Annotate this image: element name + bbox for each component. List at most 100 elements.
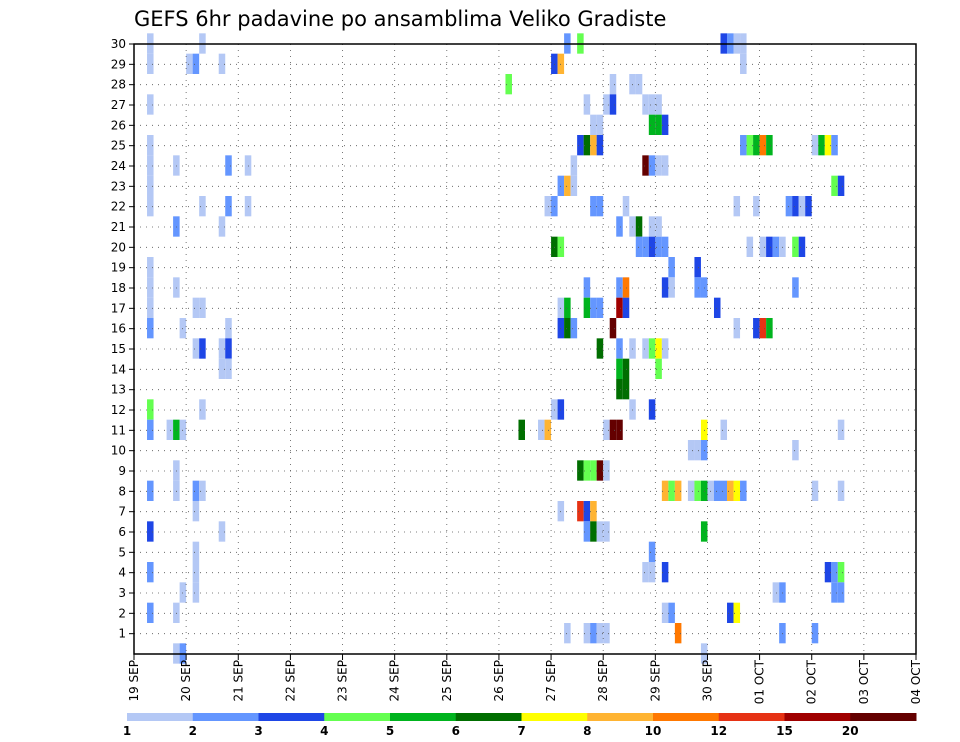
y-tick-label: 28: [111, 78, 126, 92]
heatmap-cell: [642, 155, 649, 176]
heatmap-cell: [661, 602, 669, 623]
heatmap-cell: [629, 338, 636, 359]
heatmap-cell: [192, 53, 200, 74]
heatmap-cell: [577, 135, 584, 156]
heatmap-cell: [720, 480, 728, 501]
colorbar-label: 12: [710, 724, 727, 738]
colorbar-swatch: [324, 713, 391, 721]
heatmap-cell: [642, 338, 649, 359]
heatmap-cell: [661, 155, 669, 176]
heatmap-cell: [766, 318, 773, 339]
x-tick-label: 27 SEP: [544, 660, 558, 702]
heatmap-cell: [179, 582, 187, 603]
heatmap-cell: [570, 155, 578, 176]
heatmap-cell: [766, 135, 773, 156]
heatmap-cell: [544, 419, 552, 440]
x-axis-ticks: 19 SEP 20 SEP 21 SEP 22 SEP 23 SEP 24 SEP 25 S…: [127, 654, 923, 704]
heatmap-cell: [583, 135, 591, 156]
heatmap-cell: [629, 399, 636, 420]
y-tick-label: 23: [111, 179, 126, 193]
heatmap-cell: [583, 501, 591, 522]
heatmap-cell: [700, 419, 708, 440]
heatmap-cell: [661, 236, 669, 257]
heatmap-cell: [824, 562, 832, 583]
x-tick-label: 28 SEP: [596, 660, 610, 702]
heatmap-cell: [648, 216, 656, 237]
heatmap-cell: [577, 460, 584, 481]
colorbar-label: 2: [189, 724, 197, 738]
heatmap-cell: [590, 196, 597, 217]
x-tick-label: 20 SEP: [179, 660, 193, 702]
heatmap-cell: [199, 480, 206, 501]
heatmap-cell: [596, 297, 604, 318]
heatmap-cell: [596, 623, 604, 644]
heatmap-cell: [192, 297, 200, 318]
heatmap-cell: [570, 318, 578, 339]
heatmap-cell: [661, 338, 669, 359]
heatmap-cell: [173, 602, 180, 623]
heatmap-cell: [779, 623, 786, 644]
heatmap-cell: [609, 318, 617, 339]
heatmap-cell: [199, 196, 206, 217]
heatmap-cell: [733, 480, 741, 501]
colorbar-swatch: [784, 713, 851, 721]
colorbar-label: 8: [583, 724, 591, 738]
colorbar-label: 15: [776, 724, 793, 738]
heatmap-cell: [173, 155, 180, 176]
heatmap-cell: [753, 196, 760, 217]
heatmap-cell: [616, 379, 623, 400]
heatmap-cell: [147, 94, 154, 115]
heatmap-cell: [616, 419, 623, 440]
y-tick-label: 1: [118, 627, 126, 641]
heatmap-cell: [648, 562, 656, 583]
heatmap-cell: [192, 541, 200, 562]
heatmap-cell: [218, 216, 226, 237]
heatmap-cell: [564, 297, 571, 318]
heatmap-cell: [596, 338, 604, 359]
heatmap-cell: [538, 419, 545, 440]
colorbar-label: 3: [254, 724, 262, 738]
heatmap-cell: [609, 419, 617, 440]
heatmap-cell: [648, 541, 656, 562]
heatmap-cell: [551, 236, 558, 257]
x-tick-label: 19 SEP: [127, 660, 141, 702]
colorbar-swatch: [718, 713, 785, 721]
heatmap-cell: [837, 419, 845, 440]
chart-grid: [134, 43, 916, 654]
y-tick-label: 22: [111, 200, 126, 214]
colorbar-swatch: [258, 713, 325, 721]
heatmap-cell: [173, 480, 180, 501]
heatmap-cell: [564, 318, 571, 339]
heatmap-cell: [179, 318, 187, 339]
heatmap-cell: [192, 501, 200, 522]
heatmap-cell: [792, 440, 799, 461]
heatmap-cell: [225, 155, 232, 176]
heatmap-cell: [818, 135, 825, 156]
heatmap-cell: [766, 236, 773, 257]
heatmap-cell: [727, 480, 734, 501]
heatmap-cell: [668, 277, 675, 298]
heatmap-cell: [596, 114, 604, 135]
heatmap-cell: [186, 53, 193, 74]
heatmap-cell: [590, 297, 597, 318]
heatmap-cell: [674, 623, 682, 644]
heatmap-cell: [590, 501, 597, 522]
heatmap-cell: [668, 602, 675, 623]
y-tick-label: 4: [118, 566, 126, 580]
x-tick-label: 23 SEP: [336, 660, 350, 702]
heatmap-cell: [583, 623, 591, 644]
heatmap-cell: [837, 582, 845, 603]
colorbar-label: 5: [386, 724, 394, 738]
colorbar-swatch: [653, 713, 720, 721]
heatmap-cell: [655, 94, 662, 115]
y-tick-label: 18: [111, 281, 126, 295]
heatmap-cell: [551, 399, 558, 420]
heatmap-cell: [811, 480, 819, 501]
colorbar-swatch: [850, 713, 917, 721]
heatmap-cell: [655, 155, 662, 176]
heatmap-cell: [557, 399, 565, 420]
heatmap-cell: [225, 318, 232, 339]
heatmap-cell: [557, 318, 565, 339]
heatmap-cell: [218, 521, 226, 542]
